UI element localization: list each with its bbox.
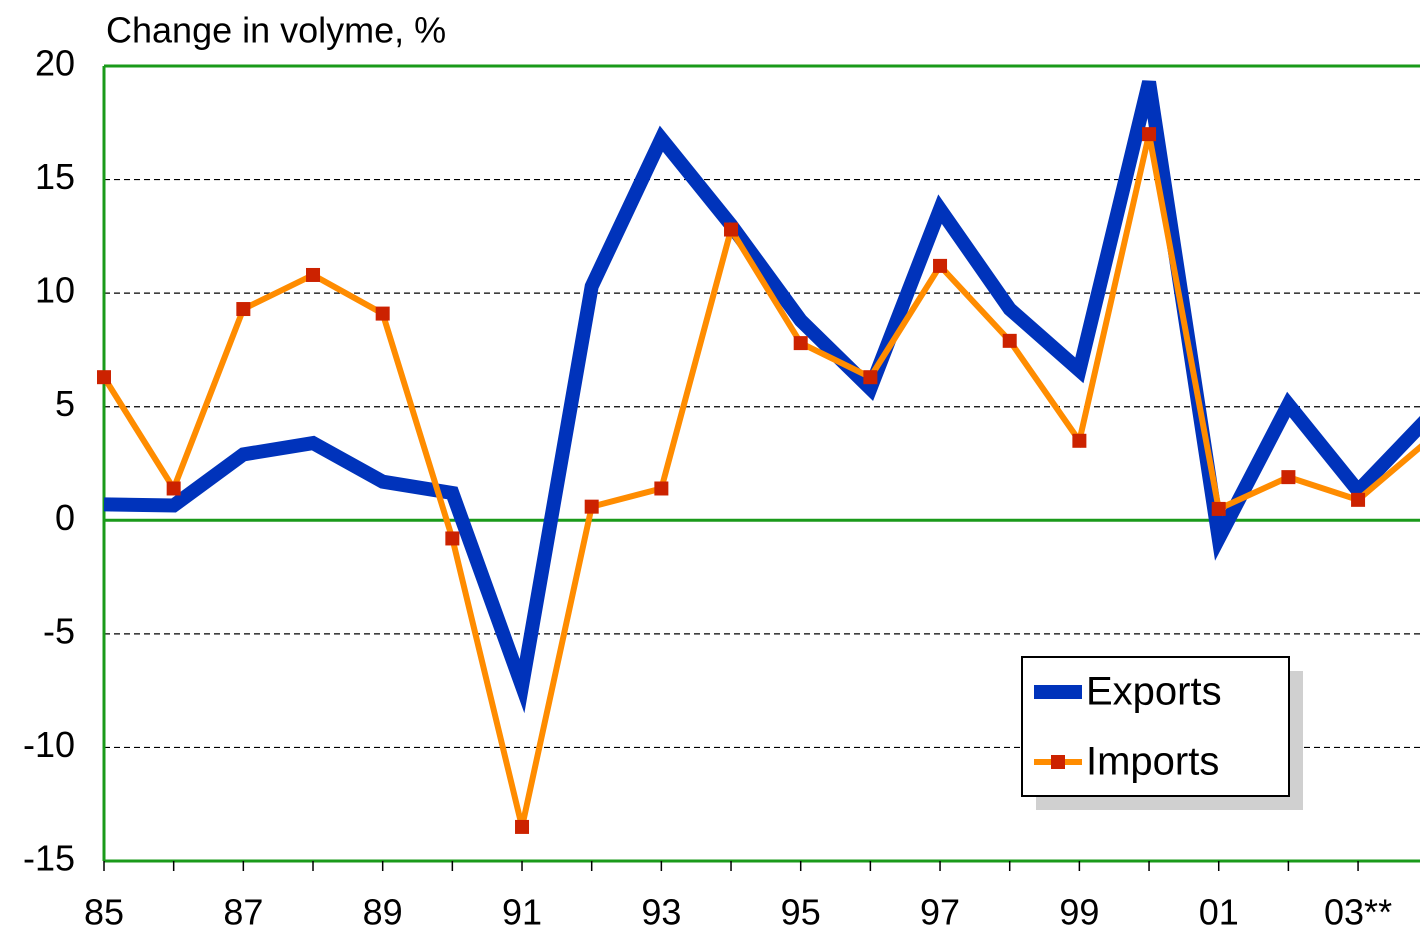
y-tick-label: 0: [55, 497, 75, 538]
point-marker: [236, 302, 251, 317]
series-line: [101, 133, 1420, 828]
point-marker: [166, 481, 181, 496]
x-tick-label: 97: [920, 892, 960, 933]
x-tick-label: 99: [1059, 892, 1099, 933]
point-marker: [1211, 501, 1226, 516]
plot-lines: [97, 80, 1420, 834]
x-tick-label: 89: [363, 892, 403, 933]
point-marker: [654, 481, 669, 496]
point-marker: [863, 370, 878, 385]
x-tick-label: 85: [84, 892, 124, 933]
y-tick-label: -10: [23, 724, 75, 765]
point-marker: [445, 531, 460, 546]
point-marker: [1281, 470, 1296, 485]
point-marker: [584, 499, 599, 514]
legend-label: Exports: [1086, 670, 1222, 714]
point-marker: [306, 267, 321, 282]
point-marker: [1072, 433, 1087, 448]
x-tick-label: 93: [641, 892, 681, 933]
y-tick-label: -5: [43, 610, 75, 651]
series-line: [103, 80, 1420, 714]
point-marker: [515, 819, 530, 834]
y-tick-label: 10: [35, 270, 75, 311]
point-marker: [97, 370, 111, 385]
legend-marker: [1051, 755, 1065, 769]
y-tick-label: 15: [35, 156, 75, 197]
point-marker: [793, 336, 808, 351]
point-marker: [1142, 127, 1157, 142]
legend-label: Imports: [1086, 740, 1219, 784]
y-tick-label: 5: [55, 383, 75, 424]
point-marker: [724, 222, 739, 237]
x-tick-label: 03**: [1324, 892, 1392, 933]
y-tick-label: -15: [23, 838, 75, 879]
x-tick-label: 87: [223, 892, 263, 933]
point-marker: [933, 258, 948, 273]
point-marker: [1002, 333, 1017, 348]
legend-box: [1021, 656, 1290, 797]
x-tick-label: 95: [781, 892, 821, 933]
x-tick-label: 91: [502, 892, 542, 933]
y-tick-label: 20: [35, 43, 75, 84]
x-tick-label: 01: [1199, 892, 1239, 933]
point-marker: [1351, 492, 1366, 507]
chart-title: Change in volyme, %: [106, 10, 446, 51]
point-marker: [375, 306, 390, 321]
